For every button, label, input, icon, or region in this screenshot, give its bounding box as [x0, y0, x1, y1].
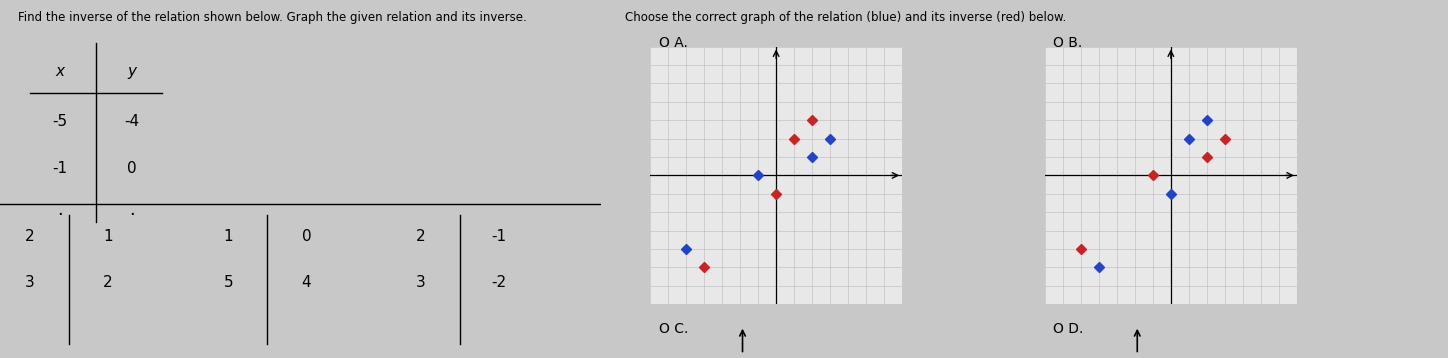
- Text: x: x: [55, 64, 65, 79]
- Text: O B.: O B.: [1053, 36, 1083, 50]
- Text: -5: -5: [52, 114, 68, 129]
- Text: Find the inverse of the relation shown below. Graph the given relation and its i: Find the inverse of the relation shown b…: [17, 11, 527, 24]
- Text: 1: 1: [103, 229, 113, 244]
- Text: Choose the correct graph of the relation (blue) and its inverse (red) below.: Choose the correct graph of the relation…: [626, 11, 1066, 24]
- Text: y: y: [127, 64, 136, 79]
- Text: 2: 2: [25, 229, 35, 244]
- Text: O A.: O A.: [659, 36, 688, 50]
- Text: -2: -2: [491, 275, 507, 290]
- Text: 2: 2: [103, 275, 113, 290]
- Text: -4: -4: [125, 114, 140, 129]
- Text: 1: 1: [223, 229, 233, 244]
- Text: 4: 4: [301, 275, 311, 290]
- Text: 0: 0: [301, 229, 311, 244]
- Text: 0: 0: [127, 161, 138, 176]
- Text: 3: 3: [25, 275, 35, 290]
- Text: ·: ·: [129, 206, 135, 224]
- Text: 5: 5: [223, 275, 233, 290]
- Text: -1: -1: [491, 229, 507, 244]
- Text: 2: 2: [416, 229, 426, 244]
- Text: -1: -1: [52, 161, 68, 176]
- Text: ·: ·: [58, 206, 62, 224]
- Text: O C.: O C.: [659, 322, 688, 336]
- Text: 3: 3: [416, 275, 426, 290]
- Text: O D.: O D.: [1053, 322, 1083, 336]
